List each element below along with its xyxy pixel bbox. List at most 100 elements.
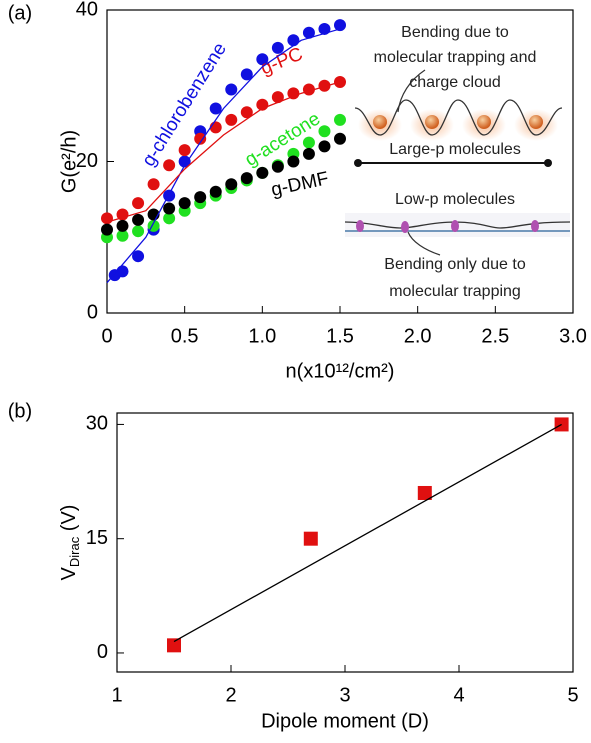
x-tick-label: 5 (567, 684, 578, 706)
data-point (163, 202, 176, 215)
data-point (101, 223, 113, 236)
data-point (225, 113, 238, 126)
y-tick-label: 15 (86, 527, 108, 549)
data-point (209, 102, 222, 115)
y-axis-label-part: Dirac (67, 536, 82, 567)
data-point (271, 91, 284, 104)
data-point (302, 147, 315, 160)
y-tick-label: 20 (76, 150, 98, 172)
y-axis-label-part: V (58, 566, 80, 580)
data-point (209, 121, 222, 134)
molecule (531, 220, 539, 232)
y-tick-label: 40 (76, 0, 98, 20)
series-label: g-DMF (269, 168, 330, 201)
data-point (116, 229, 129, 242)
data-point (132, 213, 145, 226)
data-point (303, 531, 318, 546)
x-tick-label: 2.0 (404, 325, 432, 347)
x-axis-label: n(x10¹²/cm²) (286, 360, 395, 382)
data-point (318, 79, 331, 92)
pointer (407, 231, 441, 256)
molecule (477, 115, 491, 129)
data-point (334, 132, 346, 145)
molecule (373, 115, 387, 129)
data-point (167, 638, 181, 653)
panel-label: (b) (8, 400, 32, 422)
data-point (256, 53, 269, 66)
inset-diagram (344, 69, 571, 256)
data-point (287, 155, 300, 168)
data-point (240, 172, 253, 185)
x-tick-label: 1.5 (326, 325, 354, 347)
data-point (178, 197, 191, 210)
data-point (271, 160, 284, 173)
data-point (287, 87, 300, 100)
y-tick-label: 30 (86, 413, 108, 435)
data-point (116, 265, 129, 278)
data-point (178, 155, 191, 168)
sheet-end (354, 159, 362, 167)
fit-line (106, 28, 341, 284)
y-tick-label: 0 (87, 301, 98, 323)
data-point (132, 250, 145, 263)
annotation: Large-p molecules (389, 141, 521, 158)
data-point (132, 197, 145, 210)
data-point (194, 132, 207, 145)
data-point (240, 106, 253, 119)
annotation: Bending only due to (384, 256, 526, 273)
pointer (397, 69, 426, 113)
annotation: Low-p molecules (395, 191, 515, 208)
plot-frame (116, 412, 574, 673)
wavy-sheet (354, 99, 563, 136)
x-axis-label: Dipole moment (D) (261, 710, 429, 732)
data-point (116, 208, 129, 221)
data-point (302, 26, 315, 39)
panel-label: (a) (8, 2, 32, 24)
fit-line (106, 81, 341, 223)
data-point (147, 178, 160, 191)
x-tick-label: 0 (101, 325, 112, 347)
data-point (178, 144, 191, 157)
x-tick-label: 0.5 (171, 325, 199, 347)
data-point (101, 212, 113, 225)
data-point (194, 191, 207, 204)
annotation: molecular trapping (389, 283, 521, 300)
data-point (240, 68, 253, 81)
y-axis-label: G(e²/h) (58, 130, 80, 193)
data-point (209, 185, 222, 198)
x-tick-label: 4 (453, 684, 464, 706)
data-point (116, 219, 129, 232)
fit-line (173, 423, 562, 643)
molecule (356, 220, 364, 232)
molecule (529, 115, 543, 129)
annotation: Bending due to (401, 24, 509, 41)
data-point (163, 159, 176, 172)
x-tick-label: 3 (339, 684, 350, 706)
molecule (451, 220, 459, 232)
data-point (417, 485, 432, 500)
data-point (225, 178, 238, 191)
x-tick-label: 2.5 (481, 325, 509, 347)
y-axis-label: VDirac (V) (58, 505, 82, 581)
molecule (425, 115, 439, 129)
x-tick-label: 2 (225, 684, 236, 706)
molecule (401, 221, 409, 233)
x-tick-label: 3.0 (559, 325, 587, 347)
y-axis-label-part: (V) (58, 505, 80, 537)
annotation: molecular trapping and (374, 49, 537, 66)
data-point (318, 125, 331, 138)
data-point (132, 225, 145, 238)
data-point (163, 189, 176, 202)
data-point (163, 212, 176, 225)
data-point (318, 140, 331, 153)
x-tick-label: 1.0 (248, 325, 276, 347)
data-point (302, 136, 315, 149)
sheet-end (544, 159, 552, 167)
data-point (225, 83, 238, 96)
data-point (334, 19, 346, 32)
annotation: charge cloud (409, 74, 501, 91)
x-tick-label: 1 (111, 684, 122, 706)
data-point (256, 166, 269, 179)
data-point (271, 41, 284, 54)
